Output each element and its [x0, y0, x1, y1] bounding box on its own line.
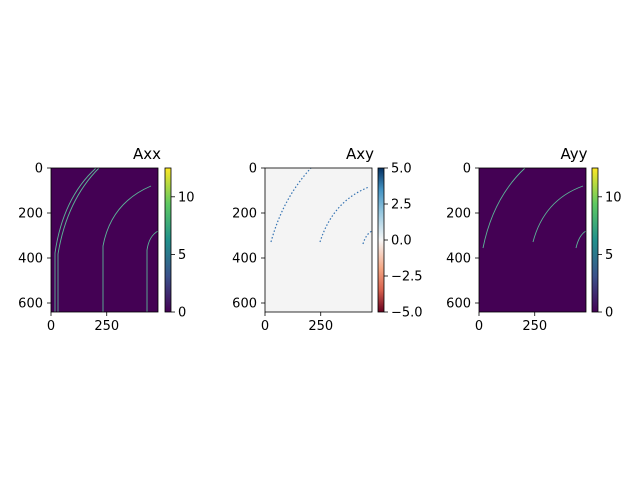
x-tick-label: 250	[94, 319, 119, 334]
colorbar-tick-label: 10	[605, 190, 622, 205]
x-tick-label: 250	[308, 319, 333, 334]
feature-arc	[362, 230, 373, 245]
y-tick-label: 200	[446, 207, 471, 222]
y-tick-label: 600	[18, 297, 43, 312]
colorbar-tick-label: −5.0	[391, 306, 423, 321]
y-tick-label: 0	[249, 162, 257, 177]
colorbar-tick-label: −2.5	[391, 270, 423, 285]
colorbar: 5.0 2.5 0.0 −2.5 −5.0	[377, 162, 423, 321]
colorbar: 0 5 10	[164, 167, 195, 321]
colorbar-tick-label: 5	[605, 248, 613, 263]
y-tick-label: 600	[446, 297, 471, 312]
y-tick-label: 400	[446, 252, 471, 267]
colorbar-frame	[164, 167, 172, 313]
colorbar-gradient	[592, 168, 598, 312]
colorbar-tick-label: 2.5	[391, 198, 412, 213]
feature-arc	[532, 185, 584, 243]
axes-frame	[50, 167, 159, 313]
colorbar-tick-label: 5.0	[391, 162, 412, 177]
y-tick-label: 400	[18, 252, 43, 267]
heatmap-image	[265, 168, 372, 312]
feature-arc	[57, 167, 100, 312]
y-tick-label: 200	[18, 207, 43, 222]
panel-axy: 0 250 0 200 400 600 Axy 5.0 2.5 0.0 −2.5 −5.0	[232, 145, 422, 334]
x-tick-label: 250	[522, 319, 547, 334]
x-tick-label: 0	[475, 319, 483, 334]
feature-arc	[319, 186, 370, 243]
colorbar-tick-label: 0.0	[391, 234, 412, 249]
panel-title: Axx	[133, 145, 161, 163]
panel-axx: 0 250 0 200 400 600 Axx 0 5 10	[18, 145, 194, 334]
y-tick-label: 200	[232, 207, 257, 222]
x-tick-label: 0	[47, 319, 55, 334]
colorbar: 0 5 10	[591, 167, 622, 321]
axes-frame	[264, 167, 373, 313]
colorbar-gradient	[378, 168, 384, 312]
y-tick-label: 400	[232, 252, 257, 267]
colorbar-tick-label: 0	[605, 306, 613, 321]
colorbar-frame	[591, 167, 599, 313]
colorbar-tick-label: 0	[178, 306, 186, 321]
y-tick-label: 600	[232, 297, 257, 312]
panel-title: Ayy	[561, 145, 588, 163]
y-tick-label: 0	[35, 162, 43, 177]
axes-frame	[478, 167, 587, 313]
x-tick-label: 0	[261, 319, 269, 334]
feature-arc	[575, 230, 587, 249]
y-tick-label: 0	[463, 162, 471, 177]
panel-title: Axy	[346, 145, 374, 163]
heatmap-image	[479, 168, 586, 312]
colorbar-tick-label: 10	[178, 190, 195, 205]
colorbar-tick-label: 5	[178, 248, 186, 263]
colorbar-gradient	[165, 168, 171, 312]
panel-ayy: 0 250 0 200 400 600 Ayy 0 5 10	[446, 145, 621, 334]
feature-arc	[54, 167, 97, 312]
feature-arc	[102, 185, 152, 312]
feature-arc	[146, 230, 159, 312]
feature-arc	[482, 167, 526, 249]
